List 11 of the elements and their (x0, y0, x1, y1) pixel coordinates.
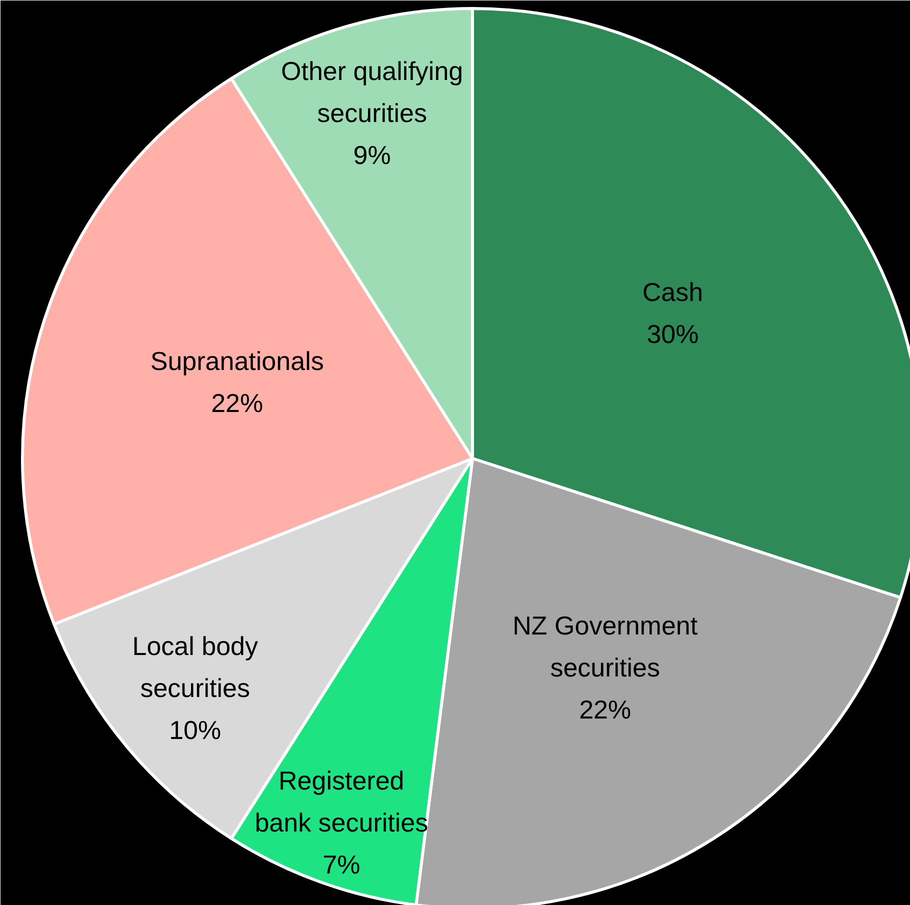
slice-label: Other qualifying securities (281, 56, 464, 128)
data-label: 22% (211, 388, 264, 418)
slice-label: Cash (642, 277, 704, 308)
data-label: 7% (322, 850, 360, 880)
data-label: 30% (646, 319, 699, 350)
slice-label: Supranationals (150, 346, 324, 376)
data-label: 9% (353, 140, 391, 170)
data-label: 22% (579, 694, 632, 724)
slice-label: NZ Government securities (512, 610, 698, 682)
slice-label: Local body securities (132, 630, 258, 703)
data-label: 10% (169, 714, 222, 745)
